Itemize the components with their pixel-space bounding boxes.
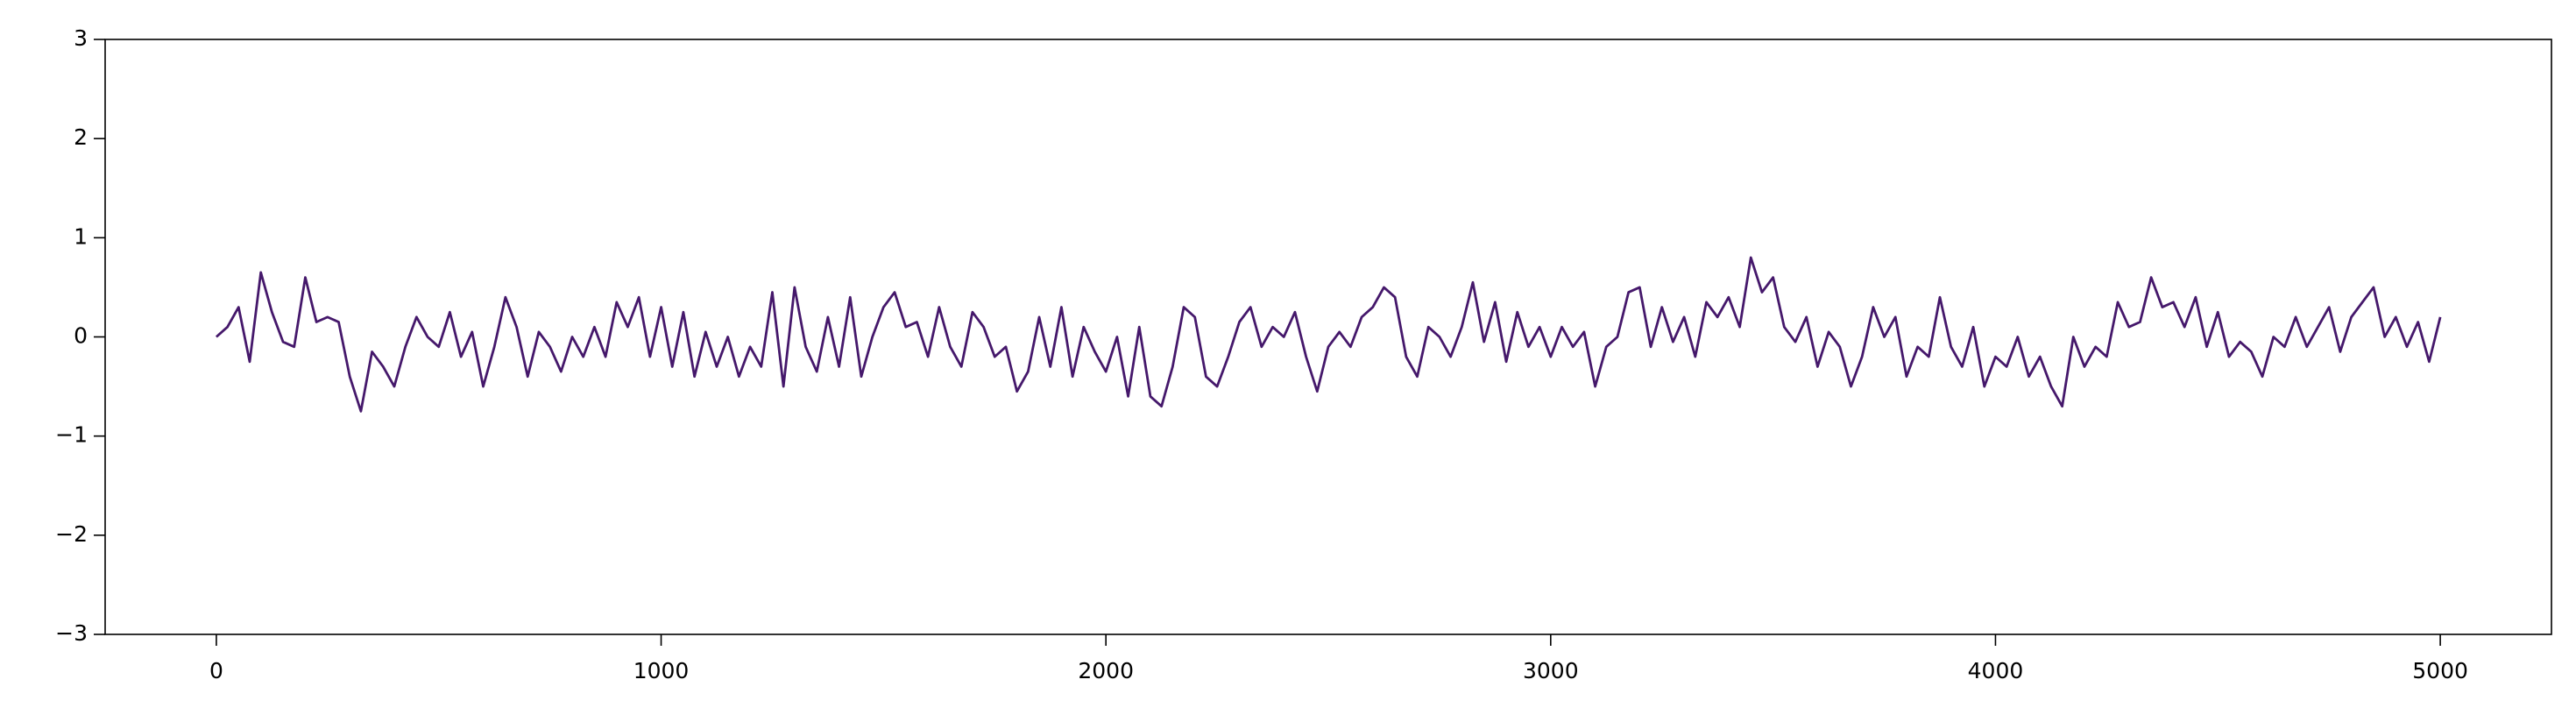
x-tick-label: 3000 [1523,658,1579,683]
x-tick-label: 2000 [1078,658,1134,683]
x-tick-label: 5000 [2412,658,2468,683]
y-tick-label: −1 [55,422,88,448]
x-tick-label: 4000 [1968,658,2024,683]
y-tick-label: −3 [55,620,88,646]
y-tick-label: 1 [74,223,88,249]
data-line [215,256,2442,413]
y-tick-label: −2 [55,521,88,547]
y-tick-label: 3 [74,25,88,51]
plot-frame [104,39,2552,635]
y-tick-label: 0 [74,323,88,349]
x-tick-label: 0 [209,658,223,683]
x-tick-label: 1000 [633,658,690,683]
y-tick-label: 2 [74,124,88,150]
